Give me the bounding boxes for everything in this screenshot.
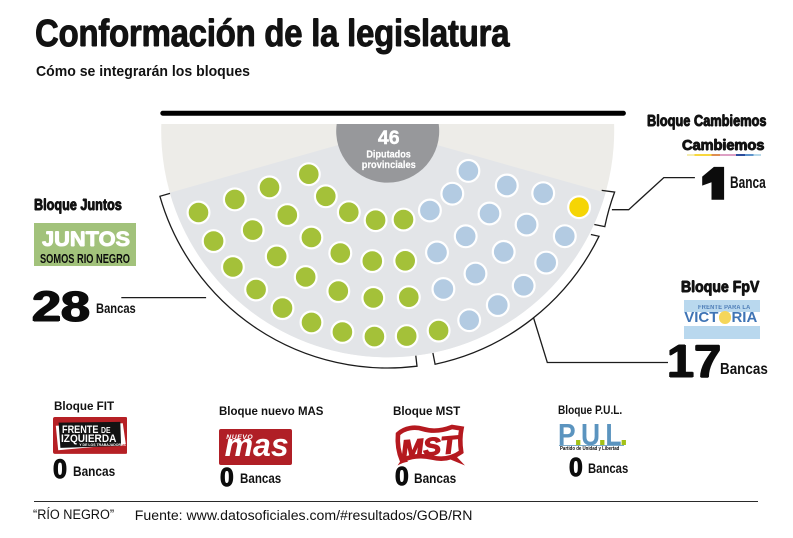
svg-text:Diputados: Diputados — [366, 150, 411, 161]
svg-text:provinciales: provinciales — [362, 160, 416, 171]
svg-text:46: 46 — [378, 127, 400, 149]
svg-text:MST: MST — [400, 431, 460, 463]
